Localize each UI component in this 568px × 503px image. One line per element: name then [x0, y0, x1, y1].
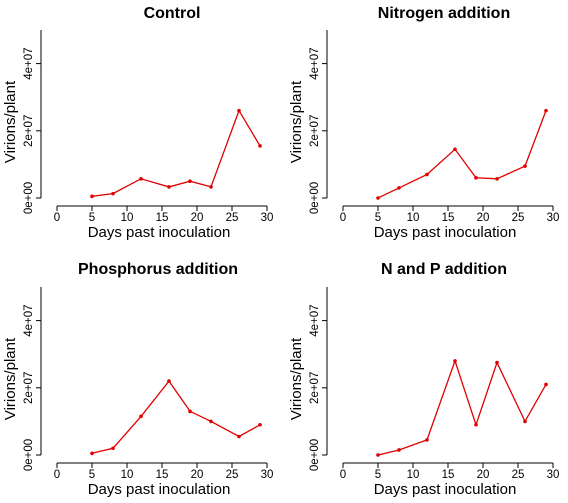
x-tick-label: 25 — [226, 212, 239, 224]
data-point — [376, 453, 380, 457]
x-tick-label: 20 — [191, 469, 204, 481]
data-point — [544, 382, 548, 387]
x-axis-label: Days past inoculation — [88, 224, 231, 241]
x-tick-label: 25 — [226, 469, 239, 481]
y-tick-label: 4e+07 — [23, 47, 35, 79]
x-tick-label: 20 — [477, 212, 490, 224]
x-tick-label: 10 — [407, 469, 420, 481]
chart-title: Phosphorus addition — [78, 261, 238, 278]
chart-panel-4: N and P addition 0e+00 2e+07 4e+07 Virions/p… — [288, 261, 559, 498]
y-tick-label: 2e+07 — [23, 372, 35, 404]
y-tick-label: 2e+07 — [309, 372, 321, 404]
x-tick-label: 5 — [375, 212, 381, 224]
x-tick-label: 25 — [512, 212, 525, 224]
x-tick-label: 10 — [121, 212, 134, 224]
y-tick-label: 4e+07 — [309, 47, 321, 79]
data-point — [258, 144, 262, 148]
x-axis-label: Days past inoculation — [88, 481, 231, 498]
series-line — [91, 380, 261, 454]
y-axis-label: Virions/plant — [288, 337, 305, 420]
x-tick-label: 0 — [340, 212, 346, 224]
x-tick-label: 5 — [375, 469, 381, 481]
data-point — [237, 108, 241, 113]
x-tick-label: 15 — [442, 469, 455, 481]
y-tick-label: 4e+07 — [309, 304, 321, 336]
data-point — [111, 191, 115, 196]
y-tick-label: 2e+07 — [309, 115, 321, 147]
x-tick-label: 0 — [54, 469, 60, 481]
series-line — [377, 358, 547, 456]
x-tick-label: 0 — [54, 212, 60, 224]
x-tick-label: 20 — [191, 212, 204, 224]
data-point — [376, 196, 380, 200]
x-tick-label: 15 — [156, 469, 169, 481]
data-point — [425, 438, 429, 442]
data-point — [90, 194, 94, 199]
data-point — [523, 419, 527, 424]
series-line — [91, 109, 261, 197]
y-axis-label: Virions/plant — [2, 80, 19, 163]
x-tick-label: 30 — [547, 212, 560, 224]
x-tick-label: 10 — [121, 469, 134, 481]
data-point — [209, 419, 213, 424]
data-point — [397, 448, 401, 452]
x-tick-label: 25 — [512, 469, 525, 481]
data-point — [474, 422, 478, 427]
x-tick-label: 15 — [156, 212, 169, 224]
data-point — [237, 434, 241, 439]
data-point — [495, 360, 499, 365]
y-tick-label: 2e+07 — [23, 115, 35, 147]
x-tick-label: 30 — [547, 469, 560, 481]
data-point — [139, 177, 143, 181]
data-point — [425, 172, 429, 177]
series-line — [377, 110, 547, 199]
y-tick-label: 0e+00 — [23, 182, 35, 214]
data-point — [453, 359, 457, 363]
x-tick-label: 5 — [89, 212, 95, 224]
x-tick-label: 30 — [261, 212, 274, 224]
data-point — [90, 451, 94, 456]
y-tick-label: 0e+00 — [309, 439, 321, 471]
chart-panel-1: Control 0e+00 2e+07 4e+07 Virions/plant 0 5 10 1… — [2, 5, 273, 241]
data-point — [258, 422, 262, 427]
chart-title: N and P addition — [381, 261, 507, 278]
x-tick-label: 30 — [261, 469, 274, 481]
data-point — [397, 186, 401, 190]
x-tick-label: 10 — [407, 212, 420, 224]
y-axis-label: Virions/plant — [2, 337, 19, 420]
x-tick-label: 15 — [442, 212, 455, 224]
chart-panel-3: Phosphorus addition 0e+00 2e+07 4e+07 Virion… — [2, 261, 273, 498]
data-point — [453, 147, 457, 152]
x-tick-label: 20 — [477, 469, 490, 481]
data-point — [111, 446, 115, 451]
chart-title: Control — [144, 5, 201, 22]
data-point — [523, 164, 527, 168]
data-point — [167, 379, 171, 383]
chart-title: Nitrogen addition — [378, 5, 510, 22]
data-point — [544, 108, 548, 113]
data-point — [209, 185, 213, 189]
x-axis-label: Days past inoculation — [374, 224, 517, 241]
data-point — [188, 179, 192, 183]
x-axis-label: Days past inoculation — [374, 481, 517, 498]
data-point — [495, 177, 499, 181]
data-point — [188, 409, 192, 414]
data-point — [139, 414, 143, 419]
data-point — [167, 185, 171, 189]
x-tick-label: 5 — [89, 469, 95, 481]
data-point — [474, 176, 478, 180]
chart-panel-2: Nitrogen addition 0e+00 2e+07 4e+07 Virions/… — [288, 5, 559, 241]
y-tick-label: 4e+07 — [23, 304, 35, 336]
x-tick-label: 0 — [340, 469, 346, 481]
y-tick-label: 0e+00 — [23, 439, 35, 471]
y-tick-label: 0e+00 — [309, 182, 321, 214]
y-axis-label: Virions/plant — [288, 80, 305, 163]
